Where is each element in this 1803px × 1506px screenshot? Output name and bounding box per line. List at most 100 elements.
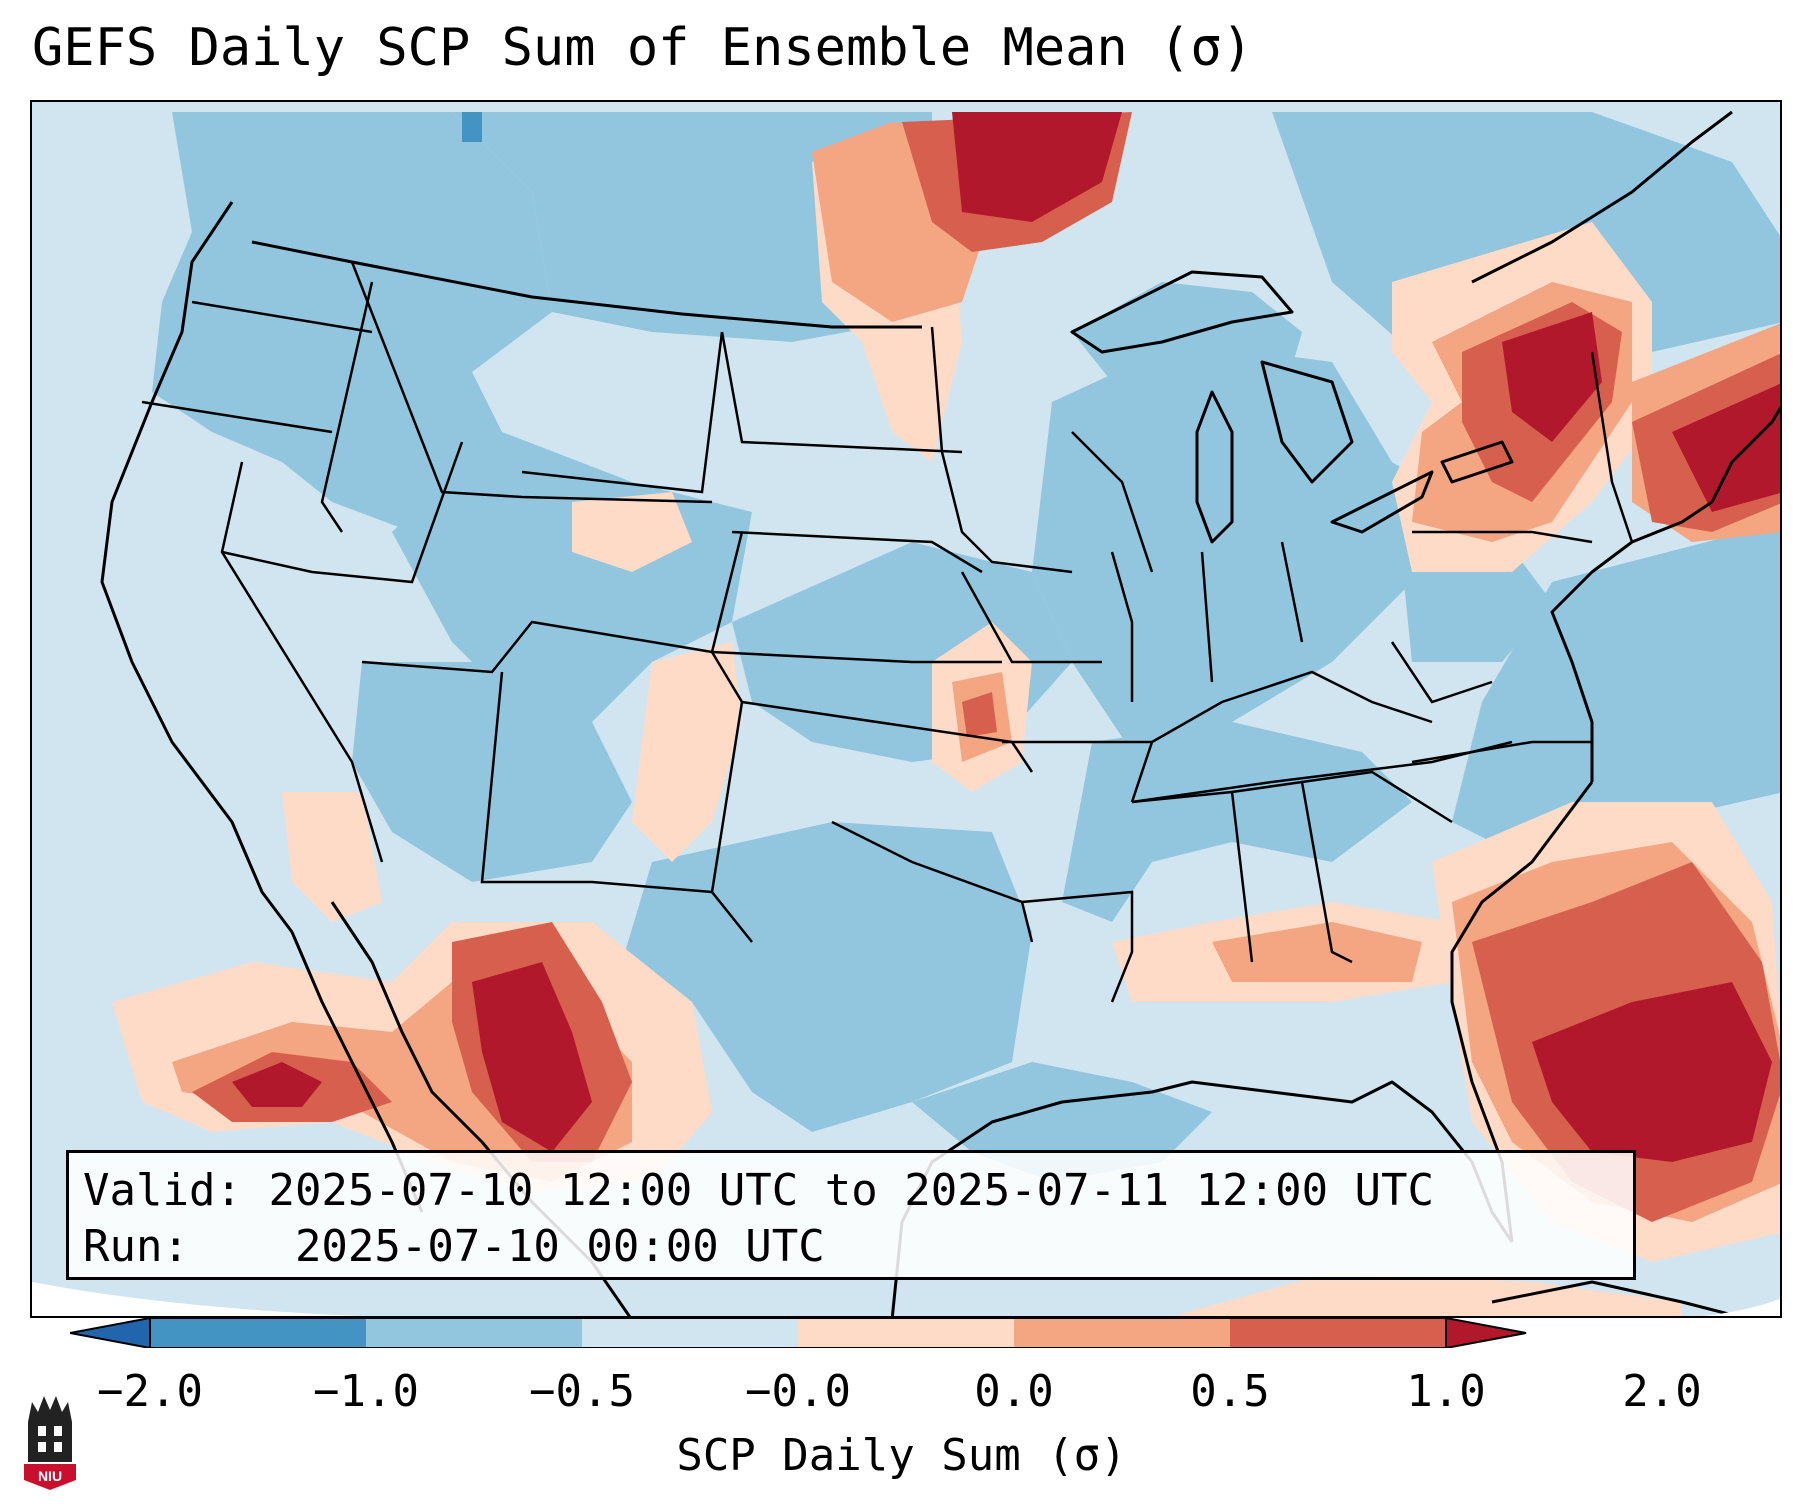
colorado-pink — [572, 492, 692, 572]
ia-mo-border — [960, 571, 1102, 664]
map-canvas — [32, 102, 1780, 1316]
sd-ne-border — [731, 530, 983, 574]
colorbar-tick-label: −2.0 — [97, 1366, 203, 1417]
atlantic-coast — [1550, 500, 1713, 782]
colorbar-bin-2 — [366, 1318, 582, 1348]
logo-window-1 — [38, 1426, 46, 1436]
logo-tower — [28, 1396, 72, 1462]
northern-plains-blue — [452, 112, 932, 342]
logo-window-3 — [38, 1442, 46, 1452]
great-lakes-blue — [1072, 282, 1302, 402]
lake-huron — [1260, 360, 1354, 484]
deep-blue-spot — [462, 112, 482, 142]
west-coast — [100, 201, 294, 933]
ne-extreme — [1672, 383, 1780, 512]
cal-pink — [282, 792, 382, 922]
il-in-border — [1110, 551, 1134, 702]
id-west-border — [320, 281, 374, 533]
nm-tx-border — [710, 651, 753, 943]
mn-border — [930, 326, 1073, 574]
pa-ny-border — [1412, 530, 1593, 544]
extreme-regions — [232, 112, 1780, 1162]
new-england-coast — [1710, 405, 1780, 503]
ky-oh-border — [1151, 670, 1433, 744]
southeast-blue — [1062, 722, 1412, 922]
nm-pink — [632, 642, 742, 862]
valid-label: Valid: — [83, 1165, 242, 1216]
run-label: Run: — [83, 1221, 189, 1272]
logo-window-2 — [54, 1426, 62, 1436]
atlantic-blue — [1452, 523, 1780, 862]
nv-ut-border — [221, 441, 464, 584]
colorbar-tick-label: 0.5 — [1190, 1366, 1270, 1417]
niu-logo: NIU — [24, 1396, 76, 1490]
map-title: GEFS Daily SCP Sum of Ensemble Mean (σ) — [32, 18, 1253, 78]
in-oh-border — [1200, 551, 1214, 683]
colorbar-tick-label: 1.0 — [1406, 1366, 1486, 1417]
logo-text: NIU — [38, 1468, 62, 1484]
ny-ne-border — [1590, 351, 1634, 543]
ny-extreme — [1502, 312, 1602, 442]
lake-ontario — [1440, 440, 1514, 484]
us-border-north — [251, 240, 922, 329]
colorbar-label: SCP Daily Sum (σ) — [676, 1430, 1127, 1481]
nd-sd-border — [720, 331, 963, 454]
nd-extreme — [952, 112, 1122, 222]
colorbar-bin-3 — [582, 1318, 798, 1348]
map-panel[interactable] — [30, 100, 1782, 1318]
va-nc-border — [1411, 740, 1592, 764]
canada-east — [1471, 110, 1733, 284]
colorbar-tick-label: 0.0 — [974, 1366, 1054, 1417]
ar-la-border — [1021, 890, 1134, 1003]
validity-info-box: Valid: 2025-07-10 12:00 UTC to 2025-07-1… — [66, 1150, 1636, 1280]
texas-blue — [622, 822, 1032, 1132]
ut-co-border — [361, 620, 713, 674]
az-nm-border — [480, 671, 713, 894]
colorbar — [70, 1318, 1527, 1348]
wv-va-border — [1390, 641, 1493, 704]
sonora-extreme — [472, 962, 592, 1152]
atlantic-extreme — [1532, 982, 1772, 1162]
wi-mi-border — [1071, 431, 1154, 573]
ne-ks-border — [710, 531, 744, 653]
colorbar-outline-high — [1445, 1318, 1527, 1348]
ca-nv-border — [220, 461, 384, 863]
wy-border — [521, 331, 724, 494]
logo-shield — [24, 1464, 76, 1490]
mt-south-border — [350, 261, 713, 504]
projection-edge — [32, 1282, 358, 1316]
colorbar-extend-high — [1446, 1318, 1526, 1348]
midwest-blue — [1032, 342, 1412, 752]
colorbar-tick-label: −1.0 — [313, 1366, 419, 1417]
colorbar-bin-1 — [150, 1318, 366, 1348]
ga-sc-border — [1301, 770, 1453, 824]
wa-or-border — [191, 300, 373, 334]
colorbar-tick-label: −0.5 — [529, 1366, 635, 1417]
state-borders — [141, 261, 1634, 1003]
colorbar-tick-label: −0.0 — [745, 1366, 851, 1417]
colorbar-bin-4 — [798, 1318, 1014, 1348]
ks-red — [962, 692, 997, 737]
nw-blue-region — [152, 112, 552, 532]
caribbean-pink — [1173, 1272, 1682, 1316]
co-ks-border — [711, 650, 1002, 664]
florida-east — [1450, 781, 1594, 1243]
projection-edge-right — [1705, 1298, 1780, 1316]
baja-extreme — [232, 1062, 322, 1107]
ok-tx-border — [831, 820, 1034, 943]
al-ga-border — [1231, 780, 1353, 964]
colorbar-bin-6 — [1230, 1318, 1446, 1348]
colorbar-tick-label: 2.0 — [1622, 1366, 1702, 1417]
valid-value: 2025-07-10 12:00 UTC to 2025-07-11 12:00… — [268, 1165, 1435, 1216]
colorbar-outline-low — [70, 1318, 151, 1348]
oh-pa-border — [1280, 541, 1304, 643]
lake-erie — [1330, 470, 1434, 534]
lake-michigan — [1195, 390, 1234, 544]
cuba — [1491, 1280, 1743, 1316]
or-ca-border — [141, 400, 333, 434]
lake-superior — [1070, 270, 1294, 354]
colorbar-extend-low — [70, 1318, 150, 1348]
logo-window-4 — [54, 1442, 62, 1452]
colorbar-bin-5 — [1014, 1318, 1230, 1348]
colorbar-outline — [149, 1318, 1447, 1348]
